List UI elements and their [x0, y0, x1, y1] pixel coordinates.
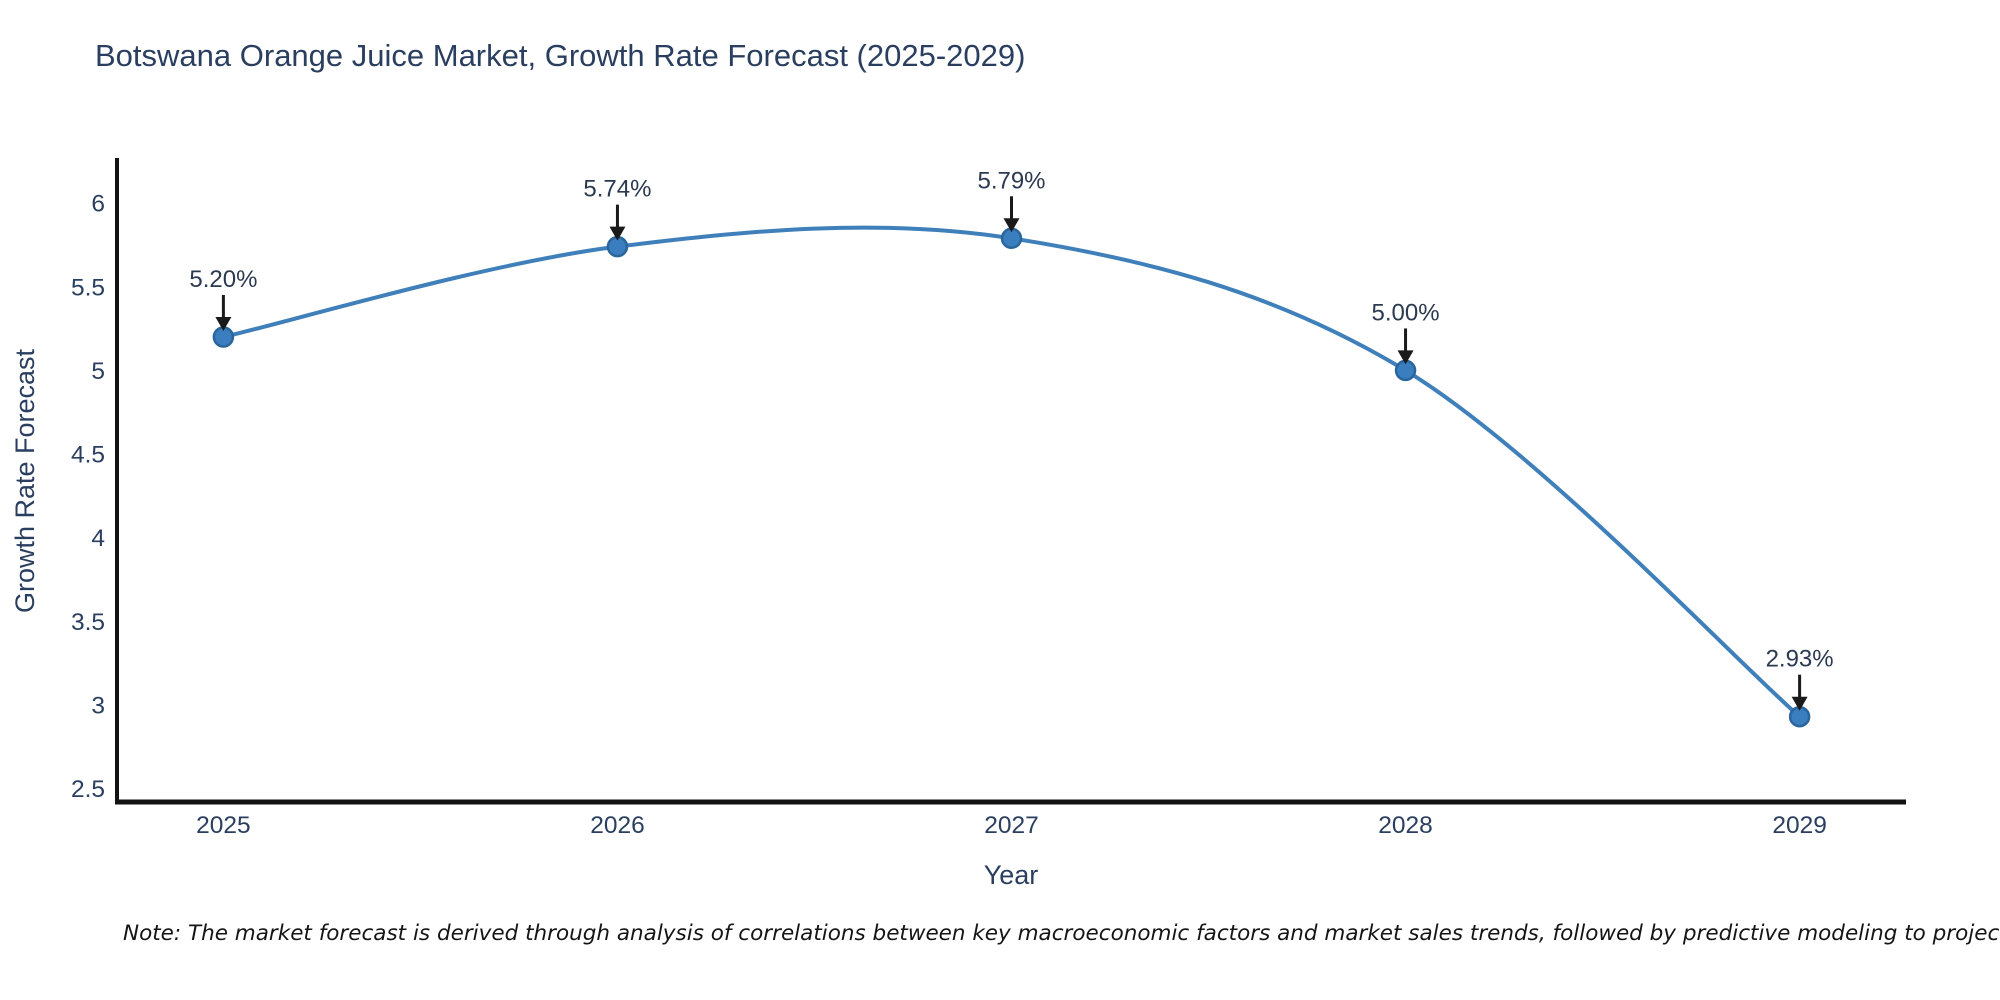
x-axis-tick-label: 2029 [1772, 812, 1827, 839]
x-axis-tick-label: 2025 [196, 812, 251, 839]
annotation-arrowhead [215, 316, 232, 331]
series-line [221, 225, 1802, 719]
y-axis-tick-label: 5 [91, 358, 105, 385]
x-axis-tick-label: 2027 [984, 812, 1039, 839]
point-annotation-label: 5.74% [583, 176, 651, 203]
annotation-arrowhead [1397, 350, 1414, 365]
chart-title: Botswana Orange Juice Market, Growth Rat… [95, 38, 1025, 73]
point-annotation-label: 2.93% [1766, 646, 1834, 673]
annotation-arrowhead [609, 226, 626, 241]
point-annotation-label: 5.79% [977, 167, 1045, 194]
footnote: Note: The market forecast is derived thr… [123, 921, 2000, 946]
point-annotation-label: 5.00% [1372, 299, 1440, 326]
y-axis-tick-label: 3 [91, 692, 105, 719]
x-axis-tick-label: 2026 [590, 812, 645, 839]
y-axis-tick-label: 2.5 [71, 776, 105, 803]
y-axis-tick-label: 4 [91, 525, 105, 552]
y-axis-title: Growth Rate Forecast [10, 348, 40, 613]
y-axis-tick-label: 3.5 [71, 609, 105, 636]
x-axis-tick-label: 2028 [1378, 812, 1433, 839]
annotation-arrowhead [1003, 218, 1020, 233]
y-axis-tick-label: 6 [91, 191, 105, 218]
x-axis-title: Year [984, 860, 1039, 890]
point-annotation-label: 5.20% [189, 266, 257, 293]
annotation-arrowhead [1791, 696, 1808, 711]
y-axis-tick-label: 5.5 [71, 274, 105, 301]
plot-area: 2.5 3 3.5 4 4.5 5 5.5 6 2025 2026 2027 2028 2029 5.20… [71, 158, 1906, 839]
y-axis-tick-label: 4.5 [71, 442, 105, 469]
